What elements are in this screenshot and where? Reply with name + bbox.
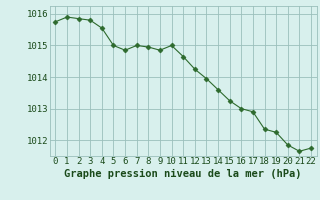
X-axis label: Graphe pression niveau de la mer (hPa): Graphe pression niveau de la mer (hPa)	[64, 169, 302, 179]
